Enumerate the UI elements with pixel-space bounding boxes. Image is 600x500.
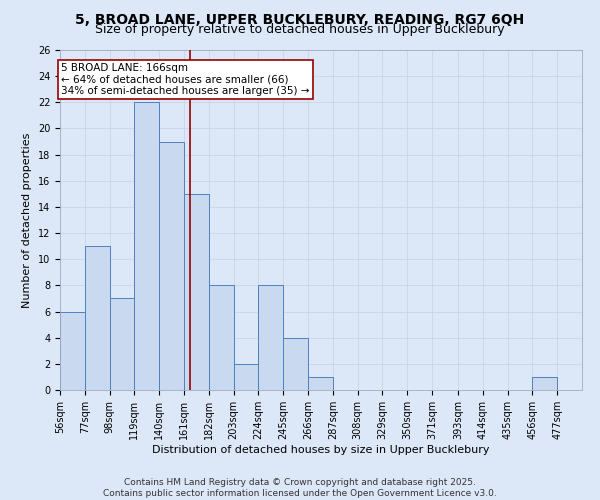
Text: 5 BROAD LANE: 166sqm
← 64% of detached houses are smaller (66)
34% of semi-detac: 5 BROAD LANE: 166sqm ← 64% of detached h… (61, 63, 310, 96)
X-axis label: Distribution of detached houses by size in Upper Bucklebury: Distribution of detached houses by size … (152, 444, 490, 454)
Bar (532, 377, 557, 390)
Bar (159, 142, 184, 390)
Bar (110, 298, 134, 390)
Y-axis label: Number of detached properties: Number of detached properties (22, 132, 32, 308)
Bar (259, 286, 283, 390)
Bar (134, 102, 159, 390)
Bar (308, 377, 333, 390)
Bar (60, 312, 85, 390)
Bar (85, 246, 110, 390)
Text: Size of property relative to detached houses in Upper Bucklebury: Size of property relative to detached ho… (95, 22, 505, 36)
Bar (283, 338, 308, 390)
Bar (209, 286, 233, 390)
Text: Contains HM Land Registry data © Crown copyright and database right 2025.
Contai: Contains HM Land Registry data © Crown c… (103, 478, 497, 498)
Text: 5, BROAD LANE, UPPER BUCKLEBURY, READING, RG7 6QH: 5, BROAD LANE, UPPER BUCKLEBURY, READING… (76, 12, 524, 26)
Bar (184, 194, 209, 390)
Bar (233, 364, 259, 390)
